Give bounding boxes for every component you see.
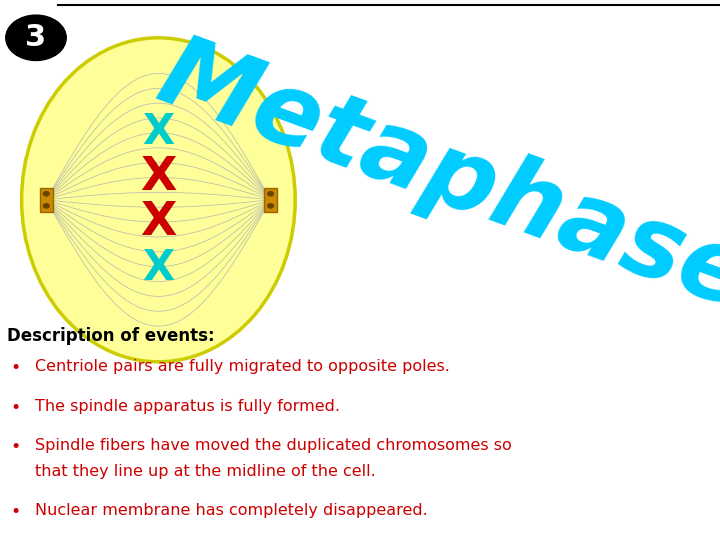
Circle shape (6, 15, 66, 60)
Text: •: • (11, 503, 21, 521)
Bar (40, 187, 53, 212)
Text: X: X (140, 154, 176, 200)
Text: Spindle fibers have moved the duplicated chromosomes so: Spindle fibers have moved the duplicated… (35, 438, 511, 453)
Text: Description of events:: Description of events: (7, 327, 215, 345)
Ellipse shape (22, 38, 295, 362)
Circle shape (268, 192, 274, 196)
Text: •: • (11, 438, 21, 456)
Text: 3: 3 (25, 23, 47, 52)
Bar (264, 187, 277, 212)
Text: X: X (140, 200, 176, 245)
Text: Metaphase: Metaphase (145, 27, 720, 330)
Text: •: • (11, 359, 21, 377)
Circle shape (43, 192, 49, 196)
Text: Centriole pairs are fully migrated to opposite poles.: Centriole pairs are fully migrated to op… (35, 359, 449, 374)
Text: X: X (143, 247, 174, 289)
Text: The spindle apparatus is fully formed.: The spindle apparatus is fully formed. (35, 399, 340, 414)
Circle shape (268, 204, 274, 208)
Text: •: • (11, 399, 21, 416)
Circle shape (43, 204, 49, 208)
Text: X: X (143, 111, 174, 153)
Text: Nuclear membrane has completely disappeared.: Nuclear membrane has completely disappea… (35, 503, 427, 518)
Text: that they line up at the midline of the cell.: that they line up at the midline of the … (35, 464, 375, 479)
